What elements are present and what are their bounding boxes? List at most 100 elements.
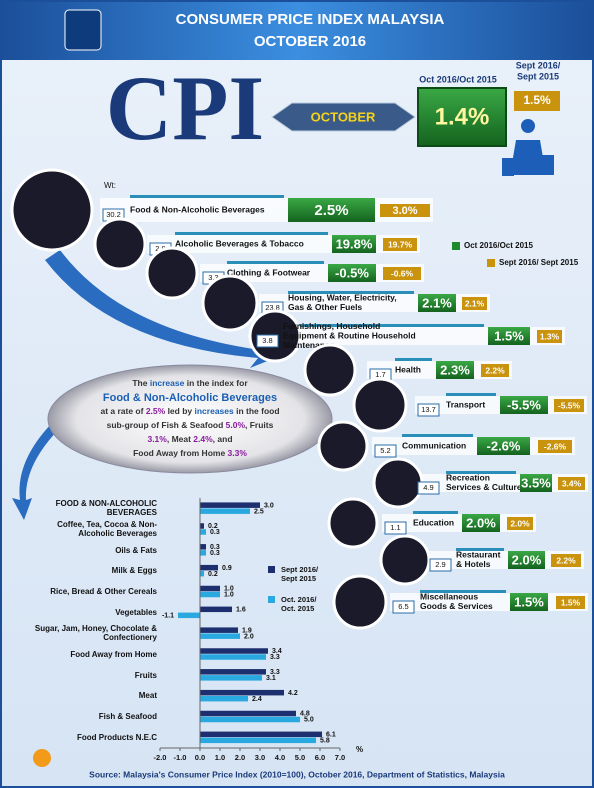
logo [33, 749, 51, 767]
weight: 1.7 [375, 370, 385, 379]
group-name: Alcoholic Beverages & Tobacco [175, 238, 304, 248]
yoy-value: -0.5% [335, 265, 369, 280]
yoy-value: 2.5% [314, 202, 348, 219]
group-icon [93, 217, 147, 271]
callout-text: The [132, 378, 149, 388]
legend-label: Oct 2016/Oct 2015 [464, 241, 533, 250]
bar [200, 585, 220, 592]
mom-box [558, 477, 585, 490]
category-label: Coffee, Tea, Cocoa & Non-Alcoholic Bever… [57, 520, 157, 539]
callout-text: Food & Non-Alcoholic Beverages [103, 392, 277, 404]
mom-box [383, 238, 417, 251]
weight-box [417, 403, 440, 417]
mom-value: 3.0% [392, 205, 417, 217]
value-label: 2.5 [254, 508, 264, 515]
group-name: Communication [402, 440, 466, 450]
header-icon [64, 9, 102, 51]
group-icon [379, 534, 431, 586]
category-label: Vegetables [115, 608, 157, 618]
weight: 3.8 [262, 336, 272, 345]
yoy-box [436, 361, 474, 379]
bar [200, 716, 300, 723]
bar [200, 523, 204, 529]
weights-label: Wt: [104, 181, 116, 190]
bar [200, 648, 268, 654]
value-label: 0.3 [210, 550, 220, 557]
x-tick-label: 7.0 [335, 753, 345, 762]
category-label: FOOD & NON-ALCOHOLIC BEVERAGES [55, 499, 157, 518]
yoy-value: -2.6% [487, 438, 521, 453]
group-name: Services & Culture [446, 482, 522, 492]
group-icon [303, 343, 357, 397]
yoy-box [488, 327, 530, 345]
callout-line: Food Away from Home 3.3% [133, 448, 247, 458]
callout-text: , Meat [167, 434, 193, 444]
mom-box [538, 440, 572, 453]
mom-value: 2.1% [465, 298, 485, 308]
bar [200, 550, 206, 556]
callout-text: , Fruits [245, 420, 274, 430]
weight: 13.7 [421, 405, 436, 414]
callout-line: at a rate of 2.5% led by increases in th… [100, 406, 279, 416]
callout-text: 2.5% [146, 406, 166, 416]
group-name: Restaurant [456, 550, 501, 560]
subtitle: OCTOBER 2016 [254, 33, 366, 50]
flow-arrow [45, 250, 280, 368]
bar [178, 612, 200, 619]
bar [200, 737, 316, 744]
category-label: Food Away from Home [70, 649, 157, 659]
bar [200, 544, 206, 550]
group-name: Housing, Water, Electricity, [288, 293, 397, 303]
shopper-icon [502, 119, 554, 176]
callout-text: sub-group of Fish & Seafood [107, 420, 226, 430]
callout-text: in the index for [184, 378, 248, 388]
group-icon [145, 246, 199, 300]
mom-box [514, 91, 560, 111]
mom-value: -5.5% [558, 400, 581, 410]
yoy-value: 2.1% [422, 295, 452, 310]
callout-text: in the food [234, 406, 280, 416]
group-name: Clothing & Footwear [227, 267, 311, 277]
value-label: 2.4 [252, 696, 262, 703]
month-arrow [271, 102, 416, 132]
legend-swatch [452, 242, 460, 250]
yoy-value: 1.4% [435, 103, 490, 130]
bar [200, 606, 232, 613]
group-name: Transport [446, 399, 485, 409]
weight: 2.9 [155, 244, 165, 253]
yoy-box [477, 437, 530, 455]
yoy-box [418, 294, 456, 312]
value-label: 5.8 [320, 737, 330, 744]
mom-value: -0.6% [391, 268, 414, 278]
weight: 3.3 [208, 273, 218, 282]
mom-box [462, 297, 487, 310]
group-name: Health [395, 364, 421, 374]
value-label: 1.6 [236, 606, 246, 613]
value-label: 3.3 [270, 669, 280, 676]
value-label: 0.2 [208, 571, 218, 578]
x-tick-label: -1.0 [174, 753, 187, 762]
value-label: 1.9 [242, 627, 252, 634]
mom-box [554, 399, 584, 412]
x-tick-label: 6.0 [315, 753, 325, 762]
value-label: 0.9 [222, 565, 232, 572]
group-name: Food & Non-Alcoholic Beverages [130, 204, 265, 214]
group-name: & Hotels [456, 559, 491, 569]
yoy-box [462, 514, 500, 532]
row-bar [446, 393, 496, 396]
mom-value: 2.2% [485, 365, 505, 375]
bar [200, 508, 250, 514]
mom-value: 2.0% [510, 518, 530, 528]
row-bar [402, 434, 473, 437]
category-label: Milk & Eggs [111, 566, 157, 576]
group-icon [372, 457, 424, 509]
legend-swatch [268, 596, 275, 603]
callout-line: The increase in the index for [132, 378, 248, 388]
bar [200, 627, 238, 633]
bar [200, 502, 260, 508]
yoy-value: 19.8% [336, 236, 373, 251]
flow-arrow [12, 420, 60, 520]
row-bar [395, 358, 432, 361]
bar [200, 710, 296, 717]
